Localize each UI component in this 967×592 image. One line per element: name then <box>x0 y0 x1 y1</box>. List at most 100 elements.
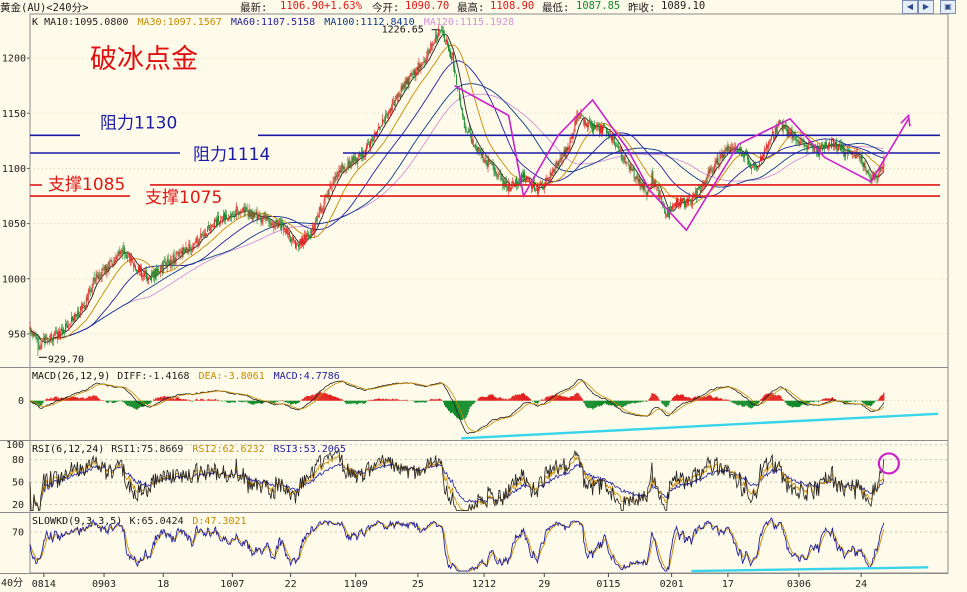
candle-body <box>369 143 371 148</box>
candle <box>319 202 321 215</box>
candle <box>392 95 394 106</box>
candle-body <box>559 158 561 161</box>
candle <box>150 269 152 283</box>
candle-body <box>80 306 82 310</box>
candle-body <box>200 233 202 239</box>
candle-body <box>437 35 439 41</box>
candle <box>436 30 438 44</box>
candle <box>342 163 344 174</box>
candle-body <box>466 131 468 133</box>
candle-body <box>185 246 187 252</box>
candle <box>171 260 173 270</box>
candle-body <box>876 178 878 180</box>
candle <box>327 189 329 200</box>
candle-body <box>856 152 858 157</box>
candle-body <box>121 250 123 252</box>
candle-body <box>364 155 366 157</box>
candle <box>73 312 75 322</box>
candle-body <box>477 147 479 152</box>
candle-body <box>462 115 464 117</box>
candle-body <box>304 234 306 241</box>
candle <box>245 206 247 213</box>
candle <box>442 25 444 36</box>
candle <box>605 126 606 129</box>
candle <box>431 42 433 51</box>
candle <box>116 255 118 261</box>
candle <box>534 187 536 193</box>
candle-body <box>114 259 116 263</box>
candle <box>859 154 861 164</box>
candle <box>563 146 565 157</box>
candle <box>388 108 390 114</box>
candle <box>381 114 383 127</box>
candle <box>139 264 141 277</box>
candle-body <box>595 126 597 129</box>
candle-body <box>515 179 517 187</box>
candle-body <box>430 43 432 51</box>
candle <box>550 172 552 179</box>
candle <box>483 157 485 164</box>
candle-body <box>312 226 314 232</box>
candle <box>686 195 688 207</box>
candle <box>832 137 833 142</box>
candle <box>97 272 99 280</box>
candle <box>77 306 79 319</box>
candle <box>94 277 96 285</box>
candle-body <box>165 265 167 267</box>
resistance-1114-label: 阻力1114 <box>193 145 270 165</box>
candle <box>302 235 304 249</box>
candle <box>427 47 429 60</box>
candle-body <box>425 59 427 63</box>
candle <box>218 211 219 225</box>
candle <box>189 239 191 252</box>
candle-body <box>104 266 106 271</box>
candle-body <box>798 140 800 144</box>
ytick-label: 1100 <box>2 164 26 175</box>
candle <box>701 180 703 193</box>
candle <box>833 137 834 151</box>
candle <box>165 261 167 268</box>
candle <box>110 259 112 262</box>
candle-body <box>178 252 180 257</box>
candle-body <box>834 145 835 146</box>
candle <box>744 152 746 163</box>
candle <box>312 222 314 236</box>
candle <box>494 166 496 177</box>
candle-body <box>782 124 784 132</box>
candle <box>296 241 297 251</box>
candle-body <box>445 42 447 44</box>
candle <box>64 329 65 337</box>
zoom-button[interactable]: ▣ <box>940 0 956 14</box>
xtick-label: 17 <box>722 579 734 590</box>
candle-body <box>401 86 403 91</box>
candle-body <box>451 56 452 60</box>
candle-body <box>610 134 612 141</box>
candle-body <box>395 95 397 98</box>
candle-body <box>339 170 341 173</box>
candle <box>368 138 370 146</box>
candle-body <box>370 141 371 147</box>
candle <box>452 51 453 61</box>
candle-body <box>133 262 135 268</box>
candle-body <box>138 266 140 273</box>
candle <box>37 336 39 357</box>
candle-body <box>615 146 617 148</box>
candle-body <box>427 50 429 58</box>
xtick-label: 0903 <box>92 579 116 590</box>
macd-ma10-line <box>29 378 885 434</box>
candle <box>156 266 158 277</box>
xaxis-left-label: 40分 <box>1 577 23 589</box>
candle-body <box>744 153 746 158</box>
candle <box>412 68 414 80</box>
prev-close-label: 昨收: <box>628 2 656 14</box>
candle <box>244 203 246 217</box>
candle <box>863 161 865 172</box>
candle <box>221 215 222 220</box>
candle-body <box>125 254 127 256</box>
candle <box>240 209 242 214</box>
candle <box>184 248 186 254</box>
scroll-right-button[interactable]: ▶ <box>918 0 934 14</box>
candle <box>220 215 221 227</box>
candle <box>553 168 555 174</box>
candle-body <box>458 89 460 100</box>
